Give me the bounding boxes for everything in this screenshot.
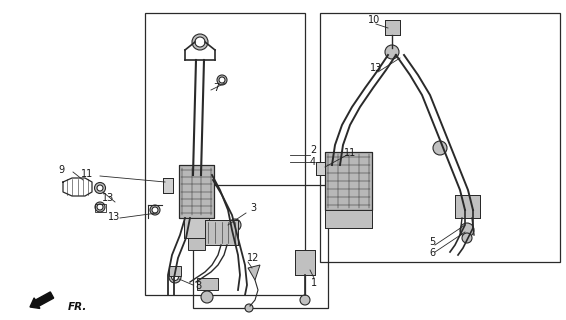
Polygon shape: [163, 178, 173, 193]
Polygon shape: [179, 165, 214, 218]
Polygon shape: [197, 278, 218, 290]
Polygon shape: [385, 20, 400, 35]
Text: 11: 11: [344, 148, 356, 158]
Polygon shape: [325, 210, 372, 228]
Circle shape: [150, 205, 160, 215]
Polygon shape: [316, 162, 325, 175]
Circle shape: [95, 202, 105, 212]
Text: 13: 13: [108, 212, 120, 222]
Circle shape: [195, 37, 205, 47]
Text: 6: 6: [429, 248, 435, 258]
Circle shape: [97, 204, 103, 210]
Circle shape: [433, 141, 447, 155]
Text: 13: 13: [102, 193, 114, 203]
Text: 1: 1: [311, 278, 317, 288]
Text: 13: 13: [370, 63, 382, 73]
Text: 5: 5: [429, 237, 435, 247]
Text: 11: 11: [81, 169, 93, 179]
Text: 10: 10: [368, 15, 380, 25]
Polygon shape: [455, 195, 480, 218]
Circle shape: [169, 271, 181, 283]
Circle shape: [219, 77, 225, 83]
Polygon shape: [295, 250, 315, 275]
Text: 2: 2: [310, 145, 316, 155]
Circle shape: [201, 291, 213, 303]
Text: 7: 7: [213, 83, 219, 93]
Circle shape: [97, 185, 103, 191]
Circle shape: [171, 274, 178, 281]
Polygon shape: [169, 266, 181, 276]
Polygon shape: [248, 265, 260, 280]
Circle shape: [300, 295, 310, 305]
Circle shape: [229, 219, 241, 231]
Text: 4: 4: [310, 157, 316, 167]
Circle shape: [462, 233, 472, 243]
Polygon shape: [188, 238, 205, 250]
Circle shape: [95, 182, 105, 194]
Circle shape: [245, 304, 253, 312]
Text: FR.: FR.: [68, 302, 87, 312]
Text: 3: 3: [250, 203, 256, 213]
Text: 8: 8: [195, 281, 201, 291]
Circle shape: [152, 207, 158, 213]
Circle shape: [460, 223, 474, 237]
Polygon shape: [205, 220, 238, 245]
Polygon shape: [184, 218, 209, 238]
Text: 12: 12: [247, 253, 259, 263]
Polygon shape: [325, 152, 372, 210]
FancyArrow shape: [30, 292, 54, 308]
Circle shape: [217, 75, 227, 85]
Text: 9: 9: [58, 165, 64, 175]
Circle shape: [192, 34, 208, 50]
Circle shape: [385, 45, 399, 59]
